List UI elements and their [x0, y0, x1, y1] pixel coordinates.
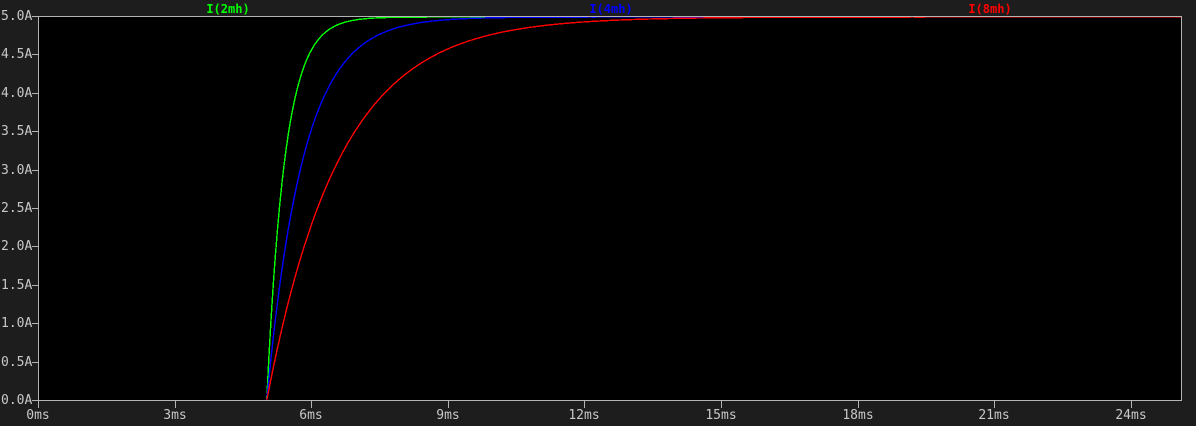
x-axis-tick	[38, 401, 39, 408]
waveform-canvas	[39, 17, 1182, 401]
y-axis-tick	[32, 170, 39, 171]
y-axis-label: 0.0A	[1, 393, 33, 408]
x-axis-label: 18ms	[842, 408, 874, 423]
plot-area[interactable]	[38, 16, 1182, 401]
y-axis-tick	[32, 208, 39, 209]
y-axis-label: 0.5A	[1, 355, 33, 370]
legend: I(2mh) I(4mh) I(8mh)	[0, 2, 1196, 16]
legend-item-3[interactable]: I(8mh)	[968, 2, 1012, 16]
legend-item-2[interactable]: I(4mh)	[589, 2, 633, 16]
y-axis-tick	[32, 131, 39, 132]
waveform-trace-3	[39, 17, 1182, 401]
x-axis-tick	[1131, 401, 1132, 408]
y-axis-label: 1.5A	[1, 278, 33, 293]
x-axis-label: 24ms	[1115, 408, 1147, 423]
x-axis-tick	[858, 401, 859, 408]
plot-frame-bottom	[38, 400, 1182, 401]
y-axis-tick	[32, 285, 39, 286]
y-axis-tick	[32, 54, 39, 55]
x-axis-tick	[311, 401, 312, 408]
y-axis-tick	[32, 362, 39, 363]
x-axis-label: 15ms	[705, 408, 737, 423]
y-axis-tick	[32, 400, 39, 401]
x-axis-tick	[175, 401, 176, 408]
x-axis-label: 12ms	[568, 408, 600, 423]
y-axis-label: 3.0A	[1, 163, 33, 178]
waveform-trace-1	[39, 17, 1182, 401]
y-axis-label: 3.5A	[1, 124, 33, 139]
y-axis-label: 1.0A	[1, 316, 33, 331]
x-axis-label: 6ms	[299, 408, 323, 423]
y-axis-label: 5.0A	[1, 9, 33, 24]
x-axis-tick	[721, 401, 722, 408]
plot-frame-right	[1181, 16, 1182, 401]
x-axis-label: 3ms	[163, 408, 187, 423]
y-axis-tick	[32, 93, 39, 94]
x-axis-label: 21ms	[978, 408, 1010, 423]
y-axis-label: 4.5A	[1, 47, 33, 62]
y-axis-tick	[32, 246, 39, 247]
x-axis-tick	[584, 401, 585, 408]
y-axis-tick	[32, 16, 39, 17]
y-axis-tick	[32, 323, 39, 324]
x-axis-label: 0ms	[26, 408, 50, 423]
y-axis-label: 2.0A	[1, 239, 33, 254]
waveform-trace-2	[39, 17, 1182, 401]
y-axis-label: 2.5A	[1, 201, 33, 216]
legend-item-1[interactable]: I(2mh)	[206, 2, 250, 16]
y-axis-label: 4.0A	[1, 86, 33, 101]
x-axis-tick	[994, 401, 995, 408]
x-axis-label: 9ms	[436, 408, 460, 423]
x-axis-tick	[448, 401, 449, 408]
